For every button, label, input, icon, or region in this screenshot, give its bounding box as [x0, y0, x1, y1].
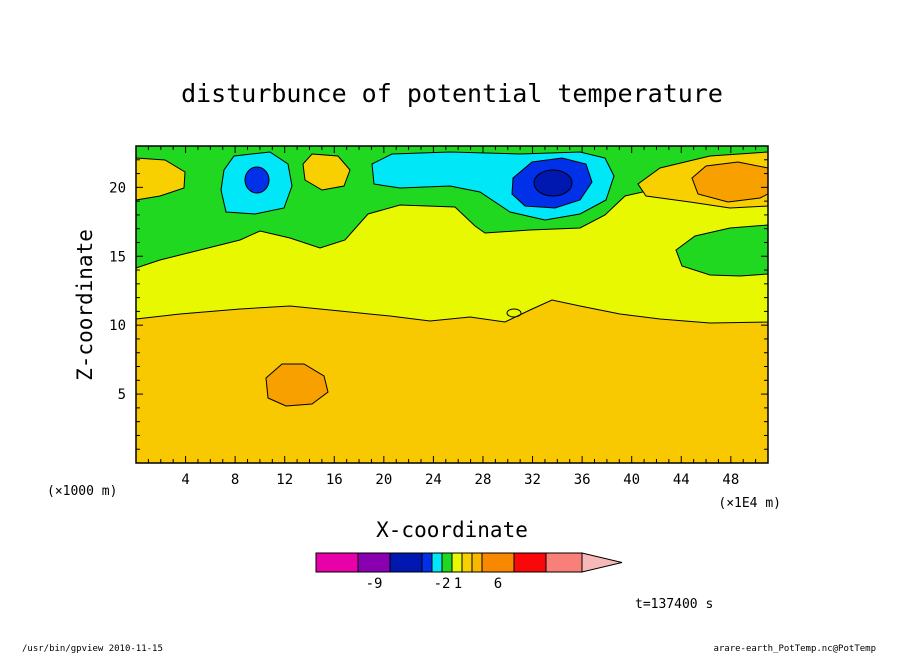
colorbar-tick-label: -2: [434, 576, 451, 592]
x-tick-label: 48: [722, 472, 739, 488]
x-tick-label: 8: [231, 472, 239, 488]
x-axis-title: X-coordinate: [376, 518, 528, 542]
colorbar-segment: [451, 552, 463, 573]
colorbar-arrow: [581, 552, 623, 573]
y-tick-label: 5: [118, 387, 126, 403]
time-label: t=137400 s: [635, 597, 713, 612]
y-tick-label: 20: [109, 180, 126, 196]
y-axis-title: Z-coordinate: [73, 229, 97, 381]
colorbar-tick-label: 1: [454, 576, 462, 592]
x-tick-label: 12: [276, 472, 293, 488]
region-cold-core-inner: [533, 169, 573, 197]
colorbar-segment: [389, 552, 423, 573]
region-warm-blob-low: [265, 363, 329, 407]
colorbar-segment: [461, 552, 473, 573]
colorbar: -9 -2 1 6: [315, 552, 623, 592]
small-contour-loop: [506, 308, 522, 318]
x-tick-label: 16: [326, 472, 343, 488]
x-tick-label: 28: [475, 472, 492, 488]
region-right-pocket: [675, 224, 769, 277]
x-tick-label: 36: [574, 472, 591, 488]
x-tick-label: 24: [425, 472, 442, 488]
chart-title: disturbunce of potential temperature: [181, 79, 723, 108]
colorbar-segment: [357, 552, 391, 573]
colorbar-tick-label: -9: [366, 576, 383, 592]
region-cold-core-left: [244, 166, 270, 194]
x-tick-label: 32: [524, 472, 541, 488]
x-unit-right: (×1E4 m): [718, 496, 781, 511]
y-tick-label: 15: [109, 249, 126, 265]
region-warm-cell-small: [302, 153, 351, 191]
region-warm-cell-right: [691, 161, 769, 203]
colorbar-tick-label: 6: [494, 576, 502, 592]
colorbar-segment: [441, 552, 453, 573]
colorbar-segment: [481, 552, 515, 573]
colorbar-segment: [421, 552, 433, 573]
plot-frame: [135, 145, 769, 464]
y-tick-label: 10: [109, 318, 126, 334]
x-unit-left: (×1000 m): [47, 484, 117, 499]
footer-left: /usr/bin/gpview 2010-11-15: [22, 644, 163, 654]
colorbar-segment: [471, 552, 483, 573]
x-tick-label: 20: [375, 472, 392, 488]
colorbar-segment: [431, 552, 443, 573]
colorbar-segment: [315, 552, 359, 573]
x-tick-label: 4: [181, 472, 189, 488]
footer-right: arare-earth_PotTemp.nc@PotTemp: [713, 644, 876, 654]
x-tick-label: 44: [673, 472, 690, 488]
colorbar-segment: [513, 552, 547, 573]
x-tick-label: 40: [623, 472, 640, 488]
plot-area: [135, 145, 769, 464]
colorbar-segment: [545, 552, 583, 573]
